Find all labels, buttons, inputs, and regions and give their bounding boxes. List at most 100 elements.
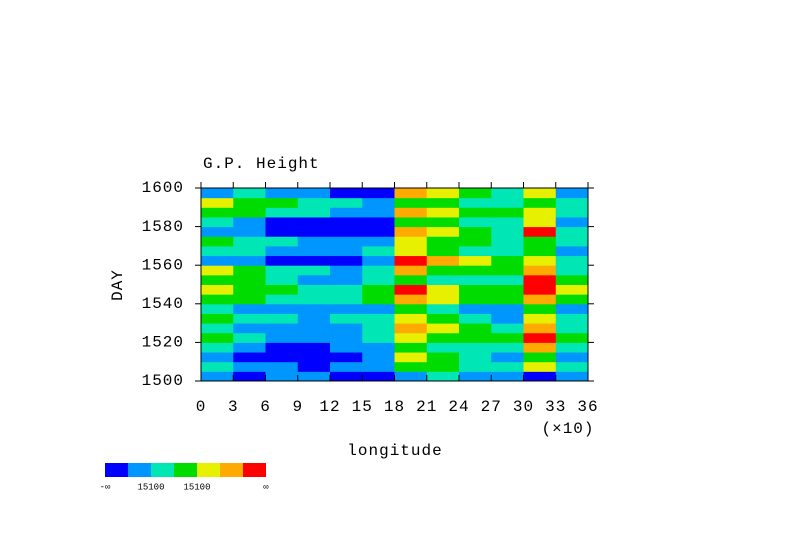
heatmap-cell [233,274,266,285]
y-tick-label: 1600 [142,179,184,197]
heatmap-cell [297,284,331,295]
heatmap-cell [201,332,234,343]
heatmap-cell [297,226,331,237]
heatmap-cell [426,342,460,353]
heatmap-cell [491,265,524,276]
heatmap-cell [297,207,331,218]
heatmap-cell [297,274,331,285]
x-tick-label: 9 [292,398,303,416]
x-multiplier: (×10) [541,420,594,438]
heatmap-cell [459,294,492,305]
heatmap-cell [265,236,299,247]
heatmap-cell [491,371,524,382]
colorbar-box [243,463,266,477]
heatmap-cell [330,216,363,228]
heatmap-cell [265,361,299,372]
heatmap-cell [491,245,524,257]
heatmap-cell [233,342,266,353]
heatmap-cell [330,294,363,305]
heatmap-cell [330,226,363,237]
heatmap-cell [330,284,363,295]
heatmap-cell [233,332,266,343]
heatmap-cell [394,245,428,257]
heatmap-cell [233,313,266,324]
heatmap-cell [459,332,492,343]
heatmap-cell [233,188,266,199]
colorbar-box [128,463,151,477]
y-axis-label: DAY [109,269,127,301]
y-tick-label: 1540 [142,295,184,313]
heatmap-cell [265,188,299,199]
heatmap-cell [330,207,363,218]
heatmap-cell [555,265,589,276]
x-tick-label: 3 [228,398,239,416]
x-tick-label: 15 [352,398,373,416]
heatmap-cell [459,255,492,266]
heatmap-cell [394,236,428,247]
heatmap-cell [362,352,395,363]
heatmap [201,188,589,382]
heatmap-cell [201,226,234,237]
heatmap-cell [394,332,428,343]
heatmap-cell [491,342,524,353]
heatmap-cell [330,371,363,382]
heatmap-cell [491,284,524,295]
heatmap-cell [362,303,395,314]
heatmap-cell [362,226,395,237]
heatmap-cell [523,207,557,218]
heatmap-cell [459,284,492,295]
y-tick-label: 1520 [142,334,184,352]
heatmap-cell [555,274,589,285]
heatmap-cell [394,265,428,276]
heatmap-cell [394,188,428,199]
heatmap-cell [394,284,428,295]
heatmap-cell [265,255,299,266]
heatmap-cell [330,255,363,266]
heatmap-cell [201,236,234,247]
heatmap-cell [459,188,492,199]
heatmap-cell [491,294,524,305]
heatmap-cell [362,236,395,247]
heatmap-cell [394,371,428,382]
heatmap-cell [523,245,557,257]
heatmap-cell [297,216,331,228]
heatmap-cell [523,342,557,353]
x-axis-label: longitude [347,442,442,460]
heatmap-cell [330,313,363,324]
heatmap-cell [362,371,395,382]
x-tick-label: 6 [260,398,271,416]
heatmap-cell [491,226,524,237]
heatmap-cell [233,323,266,334]
heatmap-cell [233,207,266,218]
colorbar-label: ∞ [263,482,269,492]
heatmap-cell [297,255,331,266]
heatmap-cell [491,361,524,372]
heatmap-cell [233,361,266,372]
heatmap-cell [297,371,331,382]
heatmap-cell [426,236,460,247]
colorbar-label: 15100 [183,482,210,492]
heatmap-cell [491,197,524,208]
heatmap-cell [330,197,363,208]
heatmap-cell [233,255,266,266]
heatmap-cell [491,332,524,343]
heatmap-cell [297,236,331,247]
heatmap-cell [297,342,331,353]
heatmap-cell [394,216,428,228]
heatmap-cell [523,226,557,237]
heatmap-cell [555,188,589,199]
heatmap-cell [201,303,234,314]
heatmap-cell [201,323,234,334]
heatmap-cell [523,197,557,208]
heatmap-cell [201,188,234,199]
y-tick-label: 1580 [142,218,184,236]
x-tick-label: 21 [416,398,437,416]
heatmap-cell [330,352,363,363]
colorbar-label: -∞ [100,482,111,492]
heatmap-cell [233,216,266,228]
heatmap-cell [394,303,428,314]
heatmap-cell [265,197,299,208]
heatmap-cell [330,188,363,199]
heatmap-cell [394,207,428,218]
colorbar-box [197,463,220,477]
